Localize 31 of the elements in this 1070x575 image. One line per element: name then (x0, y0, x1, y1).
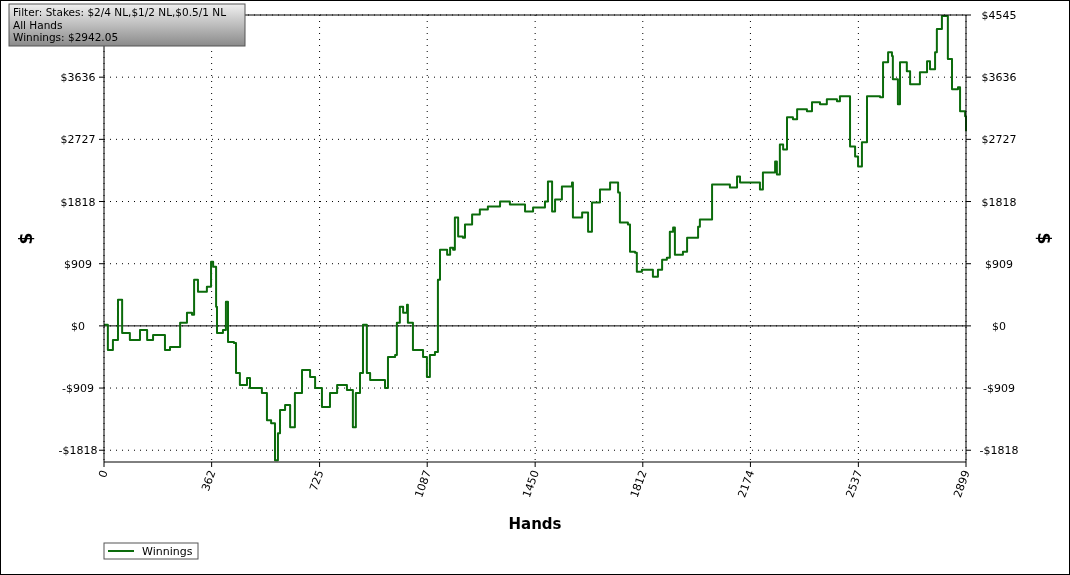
y-tick-label: -$1818 (58, 444, 98, 458)
y2-tick-label: $1818 (981, 195, 1017, 209)
y2-tick-label: $2727 (981, 133, 1017, 147)
text: All Hands (13, 18, 63, 31)
y2-tick-label: $4545 (981, 9, 1017, 22)
y-axis-title: $ (16, 232, 36, 245)
y-tick-label: $2727 (60, 133, 96, 147)
y-tick-label: -$909 (62, 382, 94, 396)
x-tick-label: 0 (96, 468, 111, 480)
annotation: Filter: Stakes: $2/4 NL,$1/2 NL,$0.5/1 NL (13, 6, 227, 18)
y2-tick-label: $0 (992, 319, 1006, 333)
annotation: Winnings: $2942.05 (13, 31, 119, 43)
y2-tick-label: -$909 (983, 382, 1015, 396)
x-axis-title: Hands (508, 515, 562, 533)
y-tick-label: $3636 (60, 71, 96, 85)
x-tick-label: 1087 (412, 468, 435, 500)
x-tick-label: 2537 (843, 468, 866, 500)
y2-tick-label: -$1818 (979, 444, 1019, 458)
legend-label: Winnings (142, 545, 193, 558)
x-tick-label: 1450 (520, 468, 542, 500)
x-tick-label: 362 (199, 468, 219, 493)
x-tick-label: 2899 (951, 468, 973, 500)
x-tick-label: 2174 (735, 468, 758, 500)
x-tick-label: 725 (306, 468, 327, 493)
x-tick-label: 1812 (627, 468, 650, 500)
y2-axis-title: $ (1034, 232, 1054, 245)
y-tick-label: $0 (71, 319, 85, 333)
y-tick-label: $909 (64, 257, 92, 271)
y-tick-label: $1818 (60, 195, 96, 209)
y2-tick-label: $3636 (981, 71, 1017, 85)
y2-tick-label: $909 (985, 257, 1013, 271)
